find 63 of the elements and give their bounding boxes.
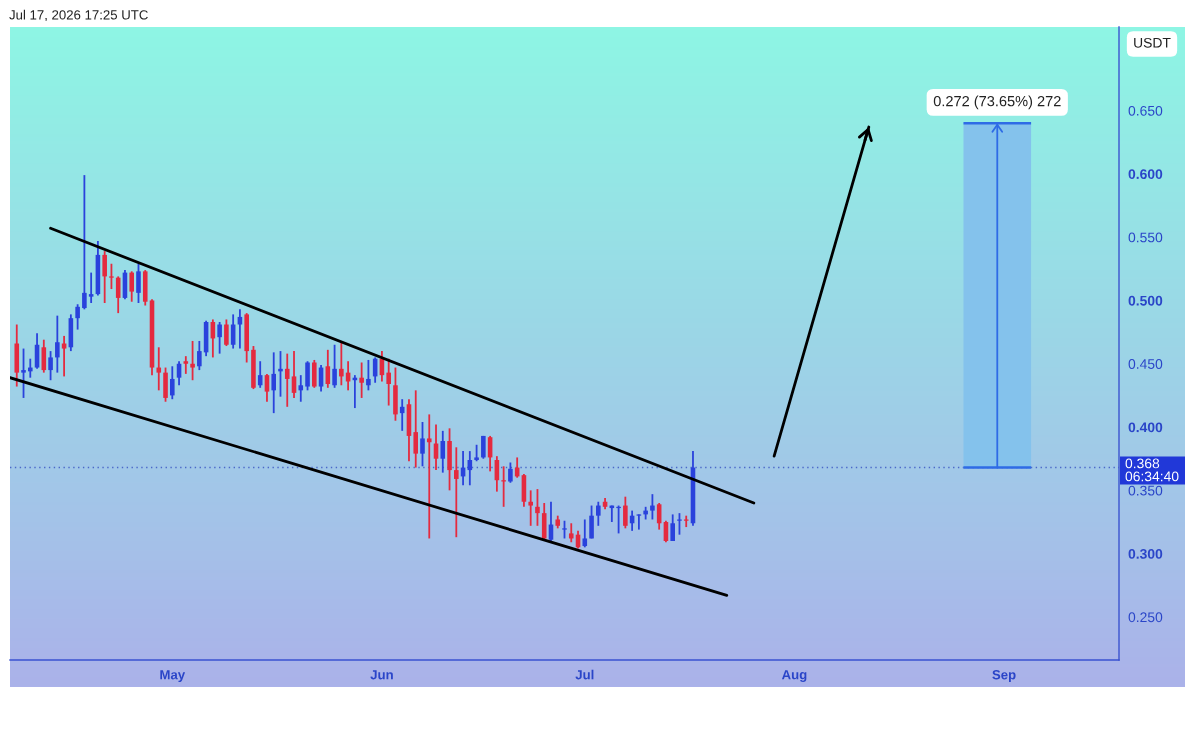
candlestick: [271, 351, 277, 415]
candlestick: [82, 174, 87, 311]
candlestick: [129, 270, 135, 303]
text: 06:34:40: [1125, 471, 1179, 482]
candlestick: [183, 355, 189, 375]
candlestick: [169, 365, 175, 401]
candlestick: [650, 493, 655, 521]
candlestick: [224, 318, 229, 347]
candlestick: [366, 359, 371, 392]
candlestick: [582, 518, 588, 549]
candlestick: [420, 421, 425, 468]
candlestick: [528, 489, 533, 527]
y-tick-label: 0.250: [1128, 612, 1163, 623]
y-tick-label: 0.300: [1128, 548, 1163, 559]
candlestick: [284, 352, 290, 408]
x-tick-label: Jul: [575, 669, 594, 680]
candlestick: [257, 360, 263, 389]
candlestick: [670, 513, 675, 542]
candlestick: [535, 488, 540, 527]
candlestick: [190, 340, 195, 382]
candlestick: [21, 347, 26, 399]
y-axis-title: USDT: [1134, 37, 1171, 48]
chart-title: Jul 17, 2026 17:25 UTC: [9, 9, 148, 22]
candlestick: [339, 341, 344, 387]
candlestick: [426, 413, 432, 540]
candlestick: [413, 389, 419, 469]
candlestick: [156, 346, 162, 392]
candlestick: [623, 495, 628, 530]
candlestick: [508, 461, 513, 484]
candlestick: [197, 340, 202, 371]
x-tick-label: Jun: [370, 670, 393, 680]
y-tick-label: 0.450: [1128, 359, 1163, 369]
candlestick: [677, 512, 682, 536]
candlestick: [440, 429, 446, 474]
candlestick: [454, 446, 459, 539]
data-label: 0.272 (73.65%) 272: [933, 95, 1061, 110]
candlestick: [136, 262, 141, 304]
candlestick: [568, 522, 574, 544]
candlestick: [55, 314, 60, 374]
ref-line-label: 0.368: [1125, 458, 1160, 469]
candlestick: [217, 321, 222, 355]
y-tick-label: 0.350: [1128, 485, 1163, 496]
x-tick-label: May: [160, 670, 186, 683]
candlestick: [298, 374, 304, 403]
candlestick: [596, 500, 601, 527]
candlestick: [48, 350, 53, 382]
candlestick: [75, 303, 80, 331]
candlestick: [399, 398, 405, 432]
candlestick: [359, 361, 364, 399]
candlestick: [589, 504, 594, 540]
y-tick-label: 0.600: [1128, 169, 1163, 180]
x-tick-label: Sep: [992, 670, 1016, 683]
candlestick: [109, 262, 114, 290]
y-tick-label: 0.650: [1128, 105, 1163, 116]
candlestick: [237, 308, 243, 350]
y-tick-label: 0.550: [1128, 232, 1163, 243]
candlestick: [102, 250, 107, 304]
candlestick: [332, 343, 337, 389]
candlestick: [636, 513, 642, 531]
x-tick-label: Aug: [781, 670, 807, 683]
candlestick: [88, 271, 94, 304]
y-tick-label: 0.400: [1128, 422, 1163, 433]
y-tick-label: 0.500: [1128, 295, 1163, 306]
